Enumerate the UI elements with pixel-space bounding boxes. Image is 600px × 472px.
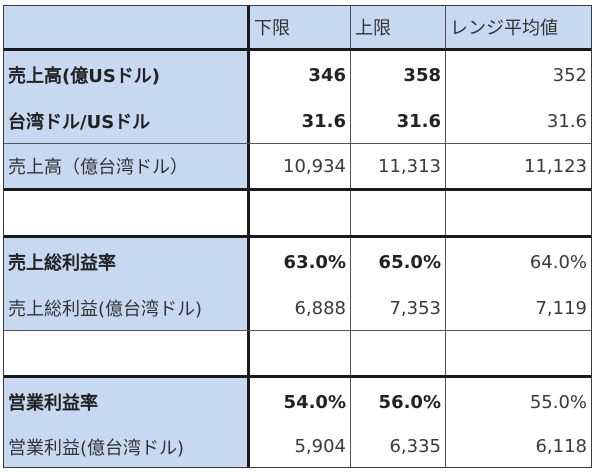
cell-lower: 5,904 bbox=[250, 426, 351, 467]
cell-average: 55.0% bbox=[529, 391, 587, 413]
row-label: 営業利益(億台湾ドル) bbox=[4, 426, 250, 467]
table-row-operating-margin: 営業利益率 54.0% 56.0% 55.0% bbox=[4, 378, 591, 426]
row-label: 売上高（億台湾ドル） bbox=[4, 144, 250, 188]
table-row-operating-profit: 営業利益(億台湾ドル) 5,904 6,335 6,118 bbox=[4, 426, 591, 467]
row-label: 台湾ドル/USドル bbox=[4, 99, 250, 143]
row-label: 売上高(億USドル) bbox=[4, 51, 250, 99]
row-label bbox=[4, 191, 250, 235]
cell-lower: 63.0% bbox=[250, 238, 351, 286]
cell-lower: 10,934 bbox=[250, 144, 351, 188]
table-row-revenue-twd: 売上高（億台湾ドル） 10,934 11,313 11,123 bbox=[4, 144, 591, 191]
financial-range-table: 下限 上限 レンジ平均値 売上高(億USドル) 346 358 352 台湾ドル… bbox=[3, 5, 592, 468]
header-cell-upper: 上限 bbox=[351, 6, 446, 48]
cell-average: 31.6 bbox=[546, 110, 587, 132]
row-label bbox=[4, 331, 250, 375]
cell-upper: 65.0% bbox=[351, 238, 446, 286]
table-row-gross-profit: 売上総利益(億台湾ドル) 6,888 7,353 7,119 bbox=[4, 286, 591, 331]
cell-upper bbox=[351, 191, 446, 235]
cell-upper bbox=[351, 331, 446, 375]
cell-average: 6,118 bbox=[535, 436, 587, 457]
cell-average: 7,119 bbox=[535, 297, 587, 319]
cell-upper: 11,313 bbox=[351, 144, 446, 188]
cell-upper: 7,353 bbox=[351, 286, 446, 330]
row-label: 売上総利益率 bbox=[4, 238, 250, 286]
cell-upper: 56.0% bbox=[351, 378, 446, 426]
header-cell-empty bbox=[4, 6, 250, 48]
cell-average bbox=[446, 331, 591, 375]
cell-average bbox=[446, 191, 591, 235]
cell-average: 11,123 bbox=[524, 155, 587, 177]
row-label: 売上総利益(億台湾ドル) bbox=[4, 286, 250, 330]
table-row-exchange-rate: 台湾ドル/USドル 31.6 31.6 31.6 bbox=[4, 99, 591, 144]
table-row-revenue-usd: 売上高(億USドル) 346 358 352 bbox=[4, 51, 591, 99]
cell-lower bbox=[250, 191, 351, 235]
cell-average: 64.0% bbox=[529, 251, 587, 273]
cell-lower bbox=[250, 331, 351, 375]
table-row-gross-margin: 売上総利益率 63.0% 65.0% 64.0% bbox=[4, 238, 591, 286]
table-row-blank bbox=[4, 331, 591, 378]
cell-lower: 346 bbox=[250, 51, 351, 99]
table-row-blank bbox=[4, 191, 591, 238]
row-label: 営業利益率 bbox=[4, 378, 250, 426]
cell-lower: 31.6 bbox=[250, 99, 351, 143]
cell-lower: 6,888 bbox=[250, 286, 351, 330]
cell-lower: 54.0% bbox=[250, 378, 351, 426]
cell-average: 352 bbox=[552, 64, 587, 86]
cell-upper: 358 bbox=[351, 51, 446, 99]
cell-upper: 6,335 bbox=[351, 426, 446, 467]
cell-upper: 31.6 bbox=[351, 99, 446, 143]
table-header-row: 下限 上限 レンジ平均値 bbox=[4, 6, 591, 51]
header-cell-lower: 下限 bbox=[250, 6, 351, 48]
header-cell-range-average: レンジ平均値 bbox=[446, 6, 591, 48]
